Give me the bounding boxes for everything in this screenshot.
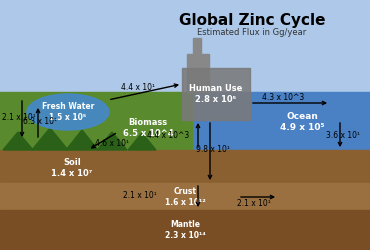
Text: 4.6 x 10¹: 4.6 x 10¹ [95,140,129,148]
Text: Global Zinc Cycle: Global Zinc Cycle [179,13,325,28]
Bar [187,54,209,92]
Ellipse shape [27,94,109,130]
Text: Mantle
2.3 x 10¹⁴: Mantle 2.3 x 10¹⁴ [165,220,205,240]
Polygon shape [66,130,98,150]
Text: 2.1 x 10¹: 2.1 x 10¹ [123,192,157,200]
Bar [192,92,370,150]
Text: 9.8 x 10¹: 9.8 x 10¹ [196,146,230,154]
Polygon shape [97,132,127,150]
Bar [193,38,201,54]
Text: Biomass
6.5 x 10^4: Biomass 6.5 x 10^4 [123,118,173,138]
Polygon shape [128,133,156,150]
Bar [0,150,370,183]
Polygon shape [32,128,68,150]
Text: Human Use
2.8 x 10⁵: Human Use 2.8 x 10⁵ [189,84,243,104]
Text: 4.3 x 10^3: 4.3 x 10^3 [262,94,304,102]
Text: Ocean
4.9 x 10⁵: Ocean 4.9 x 10⁵ [280,112,324,132]
Bar [0,183,370,210]
Polygon shape [3,132,33,150]
Text: Estimated Flux in Gg/year: Estimated Flux in Gg/year [197,28,307,37]
Text: 2.1 x 10¹: 2.1 x 10¹ [2,114,36,122]
Text: 2.1 x 10¹: 2.1 x 10¹ [237,198,271,207]
Text: 6.3 x 10¹: 6.3 x 10¹ [23,118,57,126]
Text: Crust
1.6 x 10¹²: Crust 1.6 x 10¹² [165,187,205,207]
Bar [182,68,250,120]
Text: 3.6 x 10¹: 3.6 x 10¹ [326,130,360,140]
Text: Soil
1.4 x 10⁷: Soil 1.4 x 10⁷ [51,158,93,178]
Text: Fresh Water
1.5 x 10⁵: Fresh Water 1.5 x 10⁵ [42,102,94,122]
Text: 4.4 x 10¹: 4.4 x 10¹ [121,84,155,92]
Bar [0,210,370,250]
Bar [0,92,192,150]
Text: 4.4 x 10^3: 4.4 x 10^3 [147,130,189,140]
